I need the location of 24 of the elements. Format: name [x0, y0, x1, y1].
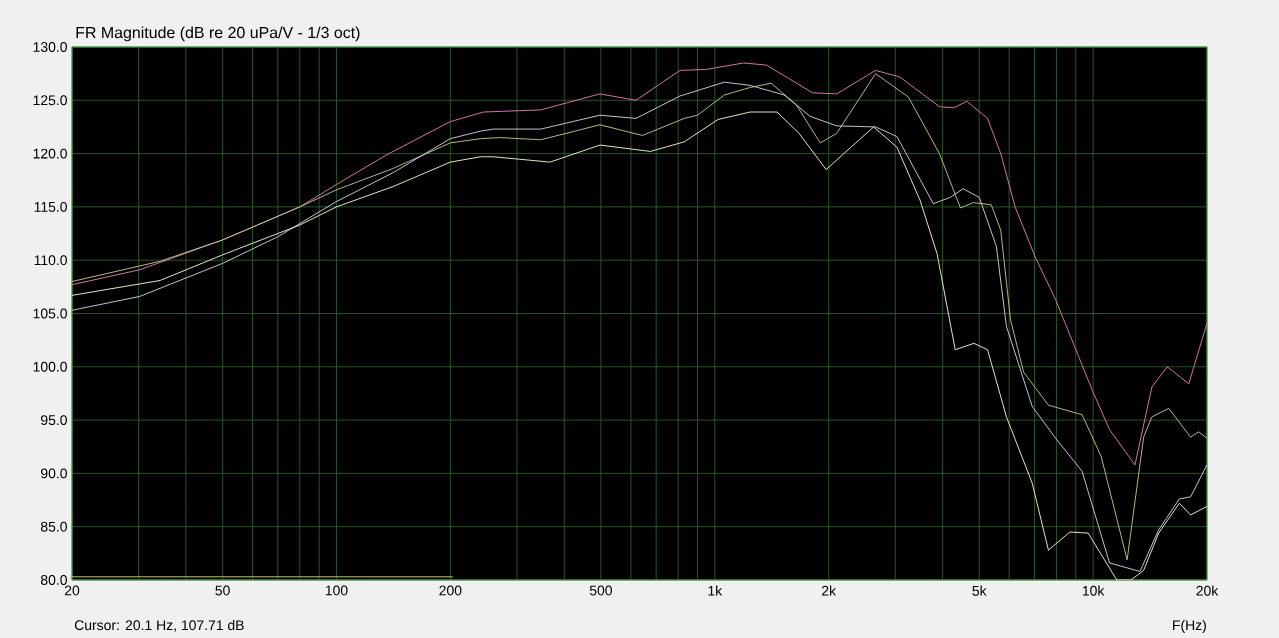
y-tick-label: 120.0 — [33, 148, 67, 159]
chart-title: FR Magnitude (dB re 20 uPa/V - 1/3 oct) — [76, 26, 360, 42]
y-tick-label: 105.0 — [33, 308, 67, 319]
y-tick-label: 80.0 — [40, 575, 67, 585]
x-tick-label: 5k — [972, 585, 987, 596]
y-tick-label: 110.0 — [34, 255, 67, 266]
x-tick-label: 50 — [215, 585, 230, 596]
x-axis-title: F(Hz) — [1173, 619, 1206, 633]
x-tick-label: 200 — [439, 585, 462, 596]
y-tick-label: 115.0 — [34, 201, 67, 212]
x-tick-label: 2k — [822, 585, 837, 596]
x-tick-label: 500 — [589, 585, 612, 596]
text: Cursor: 20.1 Hz, 107.71 dB — [74, 619, 244, 632]
x-tick-label: 100 — [325, 585, 348, 596]
y-tick-label: 100.0 — [33, 361, 67, 372]
x-tick-label: 20k — [1196, 585, 1219, 596]
x-tick-label: 1k — [708, 585, 723, 596]
y-tick-label: 125.0 — [33, 95, 67, 106]
y-tick-label: 95.0 — [41, 415, 67, 426]
y-tick-label: 85.0 — [40, 521, 67, 532]
x-tick-label: 20 — [64, 585, 80, 596]
y-tick-label: 90.0 — [41, 468, 67, 479]
x-tick-label: 10k — [1082, 585, 1105, 596]
y-tick-label: 130.0 — [33, 42, 67, 52]
